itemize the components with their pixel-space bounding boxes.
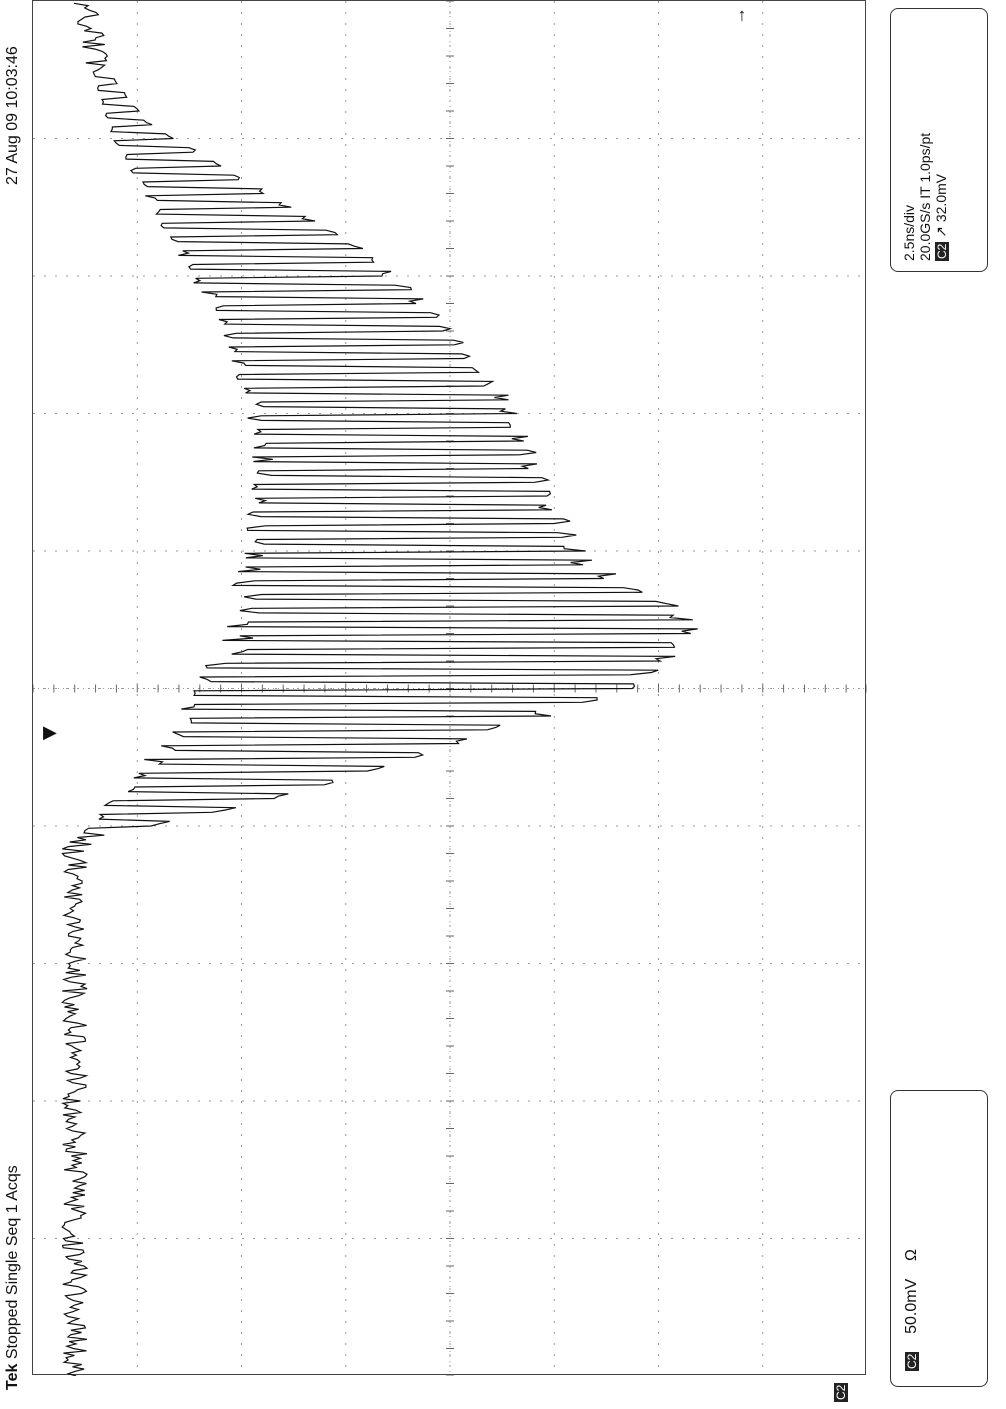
- timebase-info: 2.5ns/div 20.0GS/s IT 1.0ps/pt C2 ↗ 32.0…: [901, 133, 949, 261]
- header-status-line: Tek Stopped Single Seq 1 Acqs: [4, 1165, 22, 1390]
- ground-marker-badge: C2: [834, 1382, 848, 1402]
- trigger-level-icon: ←: [735, 7, 755, 25]
- sample-rate: 20.0GS/s IT 1.0ps/pt: [917, 132, 933, 261]
- channel-badge: C2: [905, 1351, 919, 1371]
- brand-logo-text: Tek: [4, 1363, 21, 1390]
- trigger-position-icon: ▶: [43, 722, 57, 742]
- waveform-line: [60, 2, 698, 1376]
- time-per-div: 2.5ns/div: [901, 204, 917, 261]
- impedance-symbol: Ω: [903, 1248, 920, 1261]
- channel-scale-row: C2 50.0mV Ω: [903, 1249, 921, 1371]
- timebase-box: 2.5ns/div 20.0GS/s IT 1.0ps/pt C2 ↗ 32.0…: [890, 8, 988, 272]
- acquisition-status: Stopped Single Seq 1 Acqs: [4, 1165, 21, 1360]
- channel-scale: 50.0mV: [903, 1278, 920, 1334]
- oscilloscope-screen: ▶ ←: [32, 0, 867, 1376]
- ground-marker: C2: [832, 1382, 850, 1402]
- trigger-source-badge: C2: [935, 241, 949, 261]
- trigger-info: C2 ↗ 32.0mV: [933, 133, 949, 261]
- channel-scale-box: C2 50.0mV Ω: [890, 1090, 988, 1387]
- graticule: [33, 1, 867, 1376]
- trigger-level: 32.0mV: [933, 173, 949, 223]
- trigger-slope-icon: ↗: [933, 226, 949, 238]
- datetime-label: 27 Aug 09 10:03:46: [4, 46, 21, 185]
- waveform-trace: [60, 2, 698, 1376]
